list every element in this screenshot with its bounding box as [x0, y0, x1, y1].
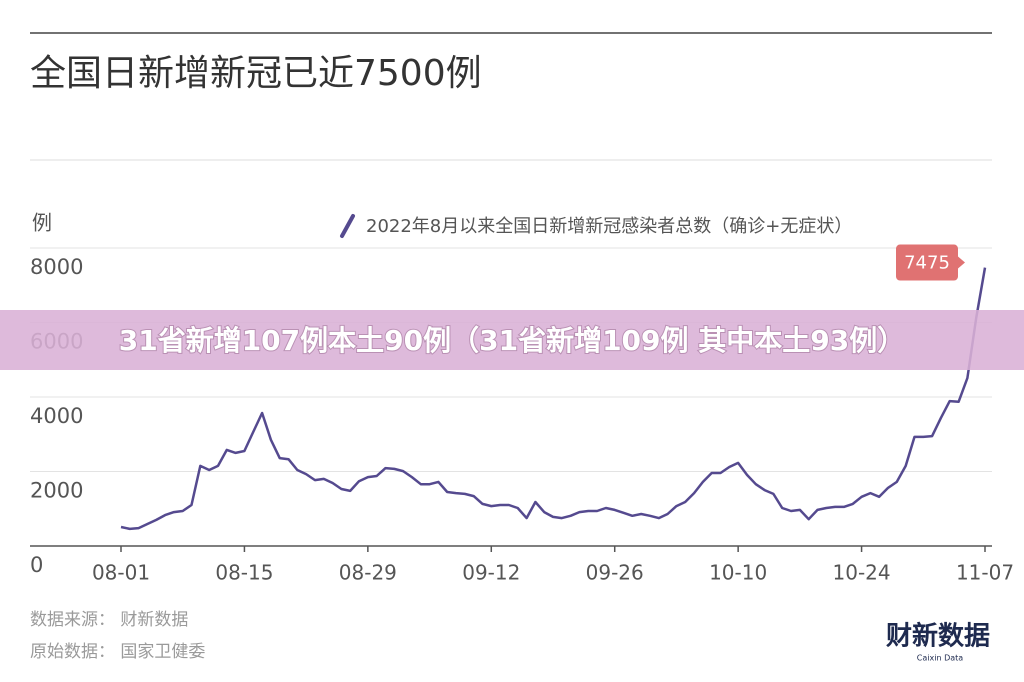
source-note: 原始数据： 国家卫健委: [30, 642, 205, 662]
x-tick-label: 10-24: [833, 561, 891, 585]
data-label: 7475: [904, 253, 950, 274]
x-tick-label: 09-12: [462, 561, 520, 585]
y-tick-label: 0: [30, 553, 43, 577]
y-tick-label: 8000: [30, 255, 83, 279]
y-tick-label: 2000: [30, 479, 83, 503]
x-tick-label: 08-15: [215, 561, 273, 585]
annotation-pointer: [958, 256, 965, 269]
legend-label: 2022年8月以来全国日新增新冠感染者总数（确诊+无症状）: [366, 216, 852, 237]
annotation-box: [896, 244, 958, 281]
source-note: 数据来源： 财新数据: [30, 610, 188, 630]
banner-text: 31省新增107例本土90例（31省新增109例 其中本土93例）: [119, 324, 906, 357]
legend-swatch: [340, 214, 355, 238]
y-tick-label: 4000: [30, 404, 83, 428]
banner-layer: 31省新增107例本土90例（31省新增109例 其中本土93例）: [0, 310, 1024, 370]
x-tick-label: 08-29: [339, 561, 397, 585]
data-line: [120, 267, 987, 531]
x-tick-label: 09-26: [586, 561, 644, 585]
x-tick-label: 11-07: [956, 561, 1014, 585]
y-axis-label: 例: [32, 211, 52, 235]
logo-subtitle: Caixin Data: [917, 654, 963, 663]
chart-title: 全国日新增新冠已近7500例: [30, 53, 482, 94]
logo-title: 财新数据: [886, 621, 990, 652]
x-tick-label: 08-01: [92, 561, 150, 585]
x-tick-label: 10-10: [709, 561, 767, 585]
banner-background: [0, 310, 1024, 370]
